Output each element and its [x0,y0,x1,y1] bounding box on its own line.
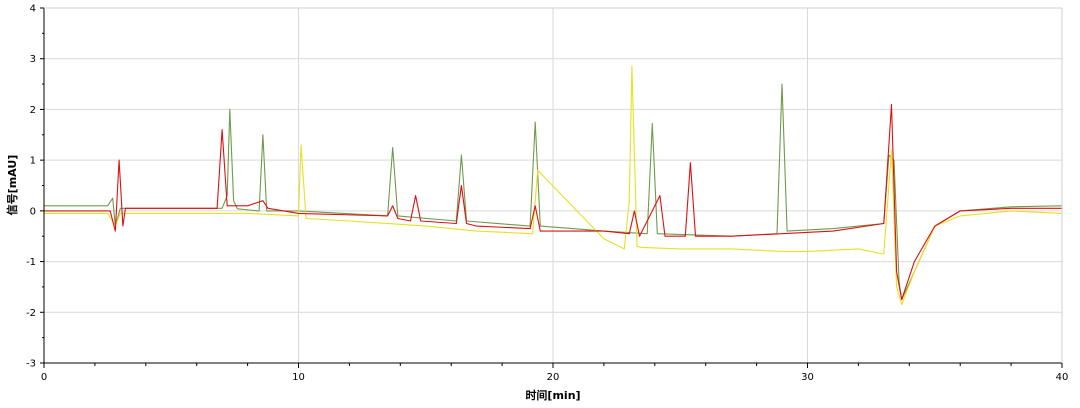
y-tick-label: 4 [30,4,36,15]
series-line-2 [44,65,1063,306]
series-layer [44,65,1063,306]
y-tick-label: 1 [30,156,36,167]
x-tick-label: 10 [292,372,305,383]
y-tick-label: -2 [26,308,36,319]
x-tick-label: 40 [1056,372,1069,383]
y-tick-label: 3 [30,54,36,65]
y-tick-label: 2 [30,105,36,116]
x-axis-title: 时间[min] [525,388,580,402]
series-line-3 [44,103,1062,301]
y-tick-label: -3 [26,359,36,370]
y-axis-title: 信号[mAU] [5,155,19,216]
x-tick-label: 20 [547,372,560,383]
x-tick-label: 30 [801,372,814,383]
y-tick-label: 0 [30,206,36,217]
y-tick-label: -1 [26,257,36,268]
x-tick-label: 0 [41,372,47,383]
